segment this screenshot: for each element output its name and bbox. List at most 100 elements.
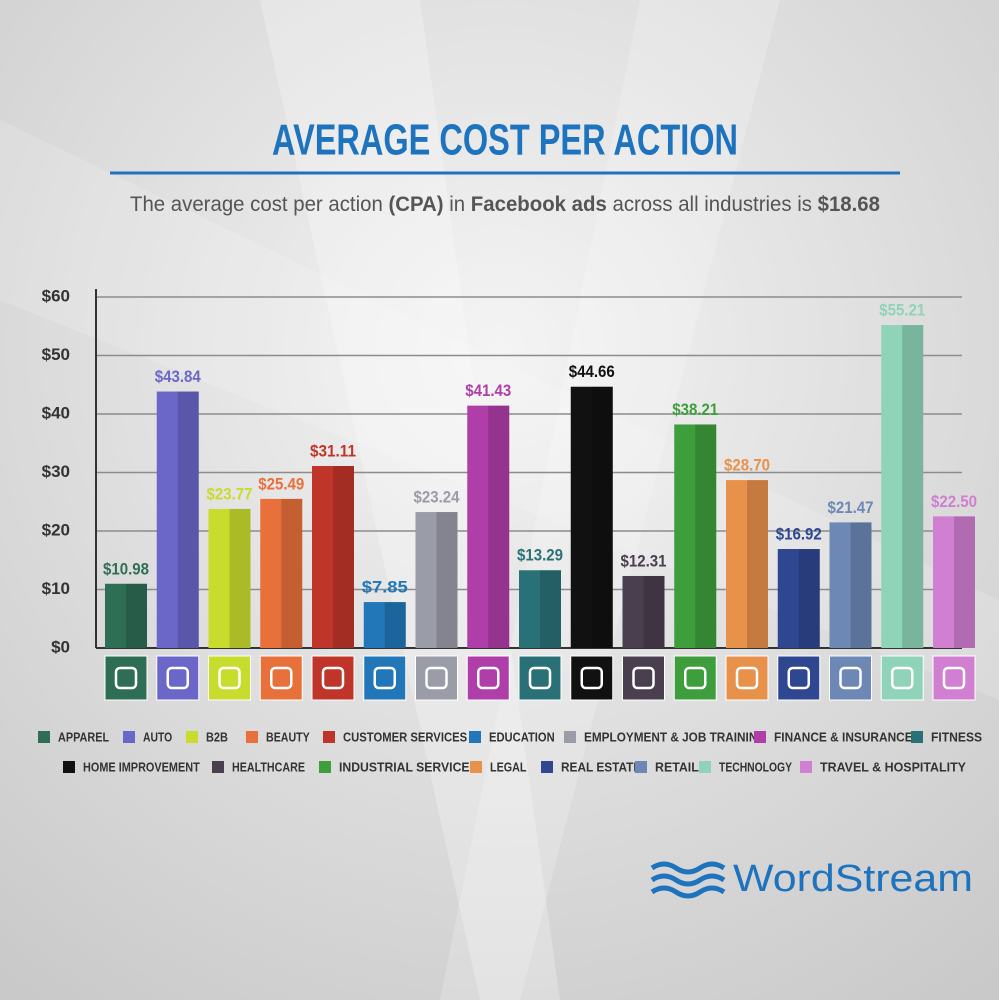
bar-shade bbox=[643, 575, 665, 648]
category-icon bbox=[632, 666, 655, 690]
bar-shade bbox=[126, 583, 147, 648]
bar bbox=[519, 570, 561, 648]
legend-swatch bbox=[754, 731, 766, 743]
value-label: $16.92 bbox=[776, 525, 822, 544]
legend-label: TECHNOLOGY bbox=[719, 760, 793, 774]
category-icon bbox=[114, 666, 138, 690]
legend-label: FITNESS bbox=[931, 730, 982, 744]
category-icon bbox=[218, 666, 241, 690]
bar bbox=[622, 575, 665, 648]
bar bbox=[881, 325, 924, 648]
y-tick-label: $0 bbox=[51, 637, 70, 656]
category-icon bbox=[684, 666, 707, 690]
value-label: $10.98 bbox=[103, 559, 149, 578]
bar bbox=[363, 602, 406, 648]
category-icon bbox=[839, 666, 862, 690]
legend-swatch bbox=[323, 731, 335, 743]
value-label: $31.11 bbox=[310, 441, 356, 460]
category-icon bbox=[528, 666, 552, 690]
category-icon-box bbox=[518, 655, 562, 701]
category-icon-box bbox=[208, 655, 251, 701]
category-icon bbox=[373, 666, 396, 690]
category-icon-box bbox=[725, 655, 769, 701]
legend-label: EMPLOYMENT & JOB TRAINING bbox=[584, 730, 767, 744]
legend-label: TRAVEL & HOSPITALITY bbox=[820, 760, 967, 774]
legend-swatch bbox=[541, 761, 553, 773]
bar-shade bbox=[954, 516, 975, 648]
value-label: $38.21 bbox=[672, 400, 718, 419]
light-ray bbox=[260, 0, 560, 1000]
logo-wave bbox=[650, 861, 726, 875]
y-tick-label: $60 bbox=[42, 286, 70, 305]
legend-swatch bbox=[469, 731, 481, 743]
subtitle-part: Facebook ads bbox=[471, 193, 607, 216]
bar bbox=[829, 522, 872, 648]
legend-label: REAL ESTATE bbox=[561, 760, 641, 774]
category-icon-box bbox=[311, 655, 355, 701]
legend-label: EDUCATION bbox=[489, 730, 555, 744]
value-label: $43.84 bbox=[155, 367, 201, 386]
category-icon-box bbox=[466, 655, 510, 701]
bar-shade bbox=[902, 325, 924, 648]
bar bbox=[312, 466, 354, 648]
value-label: $55.21 bbox=[879, 301, 925, 320]
legend-swatch bbox=[186, 731, 198, 743]
subtitle-part: (CPA) bbox=[388, 193, 443, 216]
subtitle-part: $18.68 bbox=[818, 193, 881, 216]
category-icon-box bbox=[829, 655, 872, 701]
bar-shade bbox=[488, 405, 510, 648]
category-icon bbox=[270, 666, 293, 690]
legend-label: HEALTHCARE bbox=[232, 760, 305, 774]
category-icon bbox=[787, 666, 810, 690]
category-icon-box bbox=[156, 655, 200, 701]
bar bbox=[726, 480, 768, 648]
category-icon bbox=[735, 666, 759, 690]
subtitle-part: in bbox=[444, 193, 471, 216]
bar-shade bbox=[177, 391, 199, 648]
brand: WordStream bbox=[733, 858, 973, 900]
y-tick-label: $50 bbox=[42, 345, 70, 364]
logo: WordStream bbox=[650, 858, 973, 900]
value-label: $44.66 bbox=[569, 362, 615, 381]
y-tick-label: $30 bbox=[42, 462, 70, 481]
category-icon-box bbox=[259, 655, 303, 701]
bar-shade bbox=[747, 480, 768, 648]
legend-label: FINANCE & INSURANCE bbox=[774, 730, 913, 744]
y-tick-label: $40 bbox=[42, 403, 70, 422]
category-icon bbox=[891, 666, 914, 690]
legend-swatch bbox=[800, 761, 812, 773]
category-icon-box bbox=[880, 655, 924, 701]
legend-label: RETAIL bbox=[655, 760, 699, 774]
subtitle-part: across all industries is bbox=[607, 193, 818, 216]
bar-shade bbox=[384, 602, 406, 648]
bar-shade bbox=[333, 466, 354, 648]
category-icon bbox=[477, 666, 500, 690]
value-label: $7.85 bbox=[362, 578, 408, 597]
logo-wave bbox=[650, 873, 726, 887]
legend-label: APPAREL bbox=[58, 730, 109, 744]
legend-swatch bbox=[564, 731, 576, 743]
legend-swatch bbox=[635, 761, 647, 773]
category-icon-box bbox=[104, 655, 148, 701]
category-icon-box bbox=[363, 655, 407, 701]
legend-swatch bbox=[38, 731, 50, 743]
bar bbox=[260, 498, 303, 648]
bar-shade bbox=[540, 570, 561, 648]
category-icon bbox=[166, 666, 189, 690]
subtitle-part: The average cost per action bbox=[130, 193, 388, 216]
legend-label: LEGAL bbox=[490, 760, 527, 774]
bar bbox=[467, 405, 510, 648]
category-icon bbox=[580, 666, 603, 690]
bar bbox=[415, 512, 458, 648]
value-label: $22.50 bbox=[931, 492, 977, 511]
value-label: $23.77 bbox=[207, 484, 253, 503]
category-icon-box bbox=[570, 655, 614, 701]
legend-label: B2B bbox=[206, 730, 228, 744]
legend-swatch bbox=[63, 761, 75, 773]
category-icon-box bbox=[777, 655, 821, 701]
y-tick-label: $20 bbox=[42, 520, 70, 539]
legend-swatch bbox=[911, 731, 923, 743]
bar-shade bbox=[591, 386, 613, 648]
value-label: $28.70 bbox=[724, 456, 770, 475]
